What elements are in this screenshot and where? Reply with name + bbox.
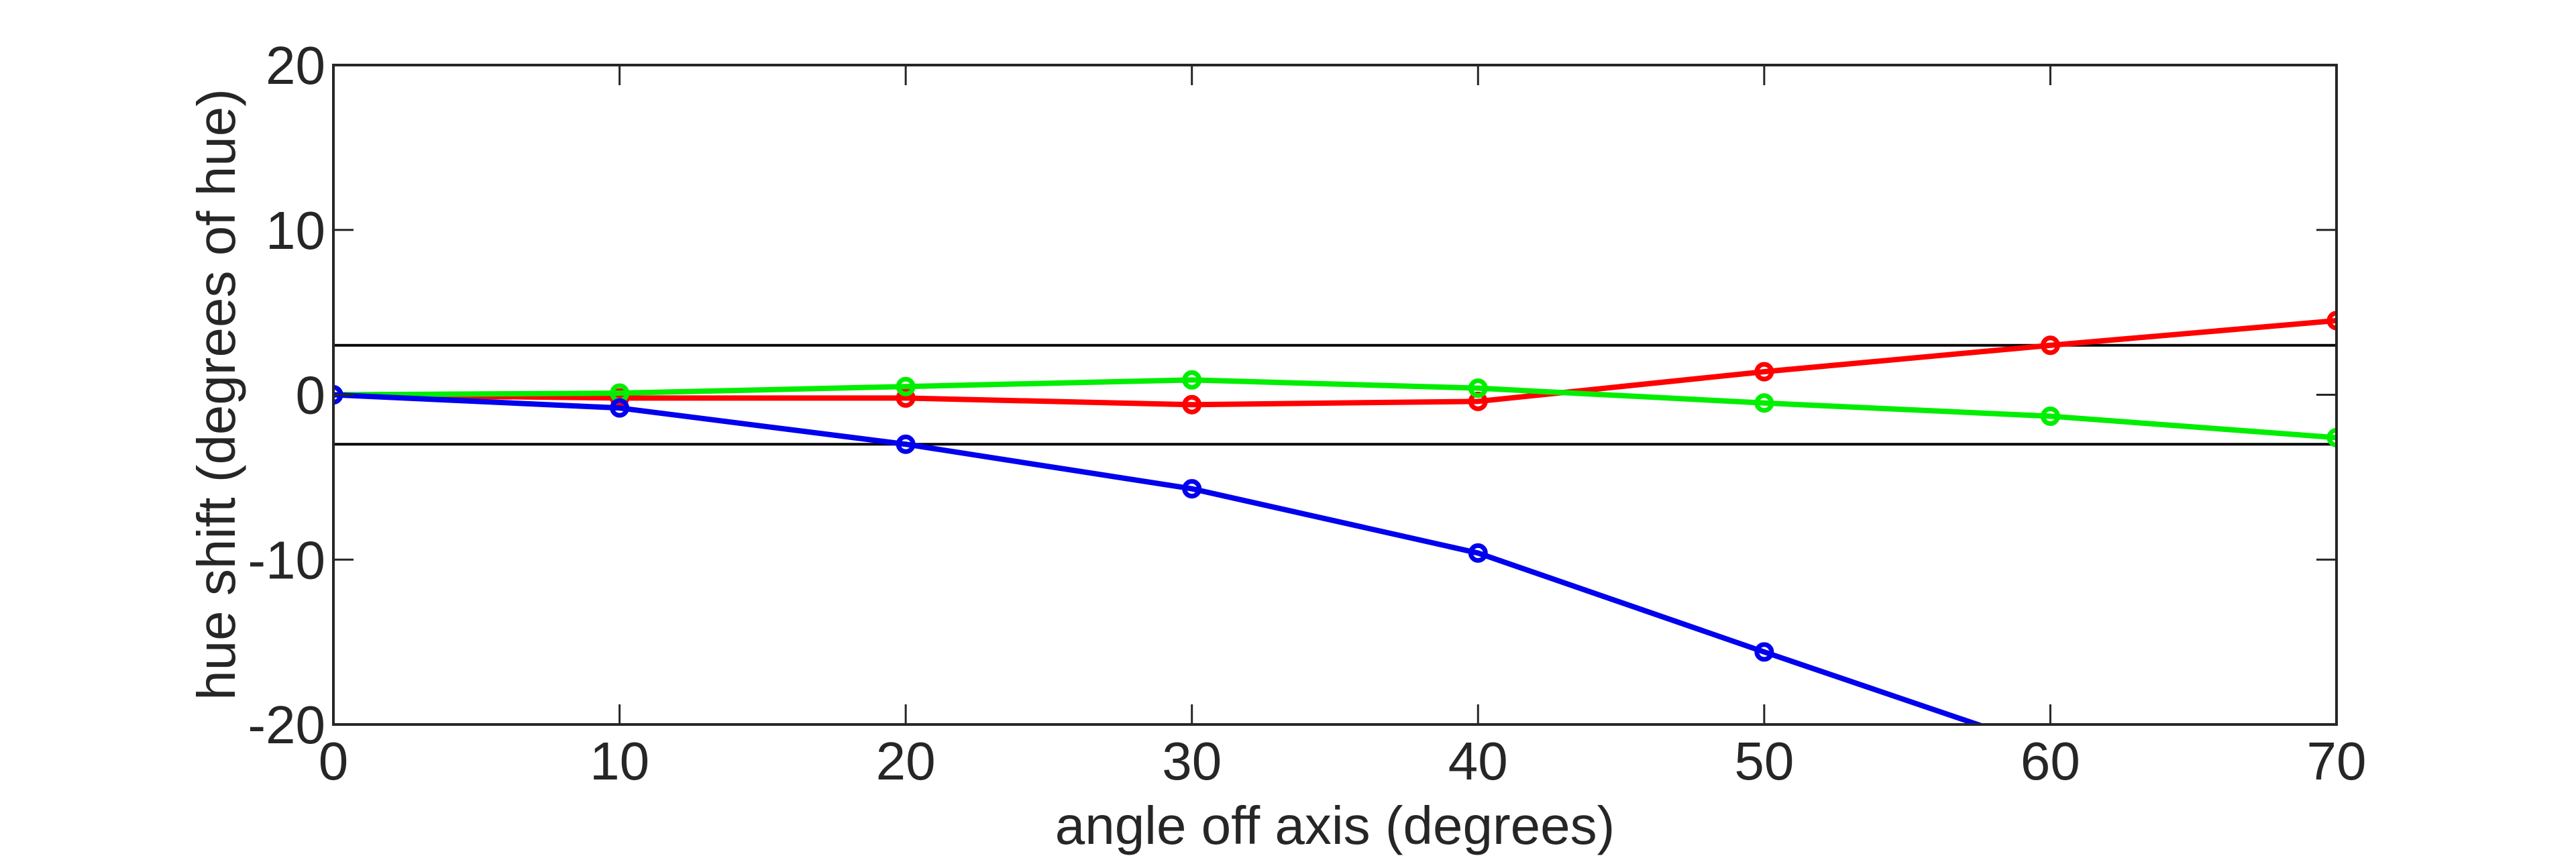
x-tick-label: 20	[876, 731, 936, 791]
axes: 0 10 20 30 40 50 60 70 20 10 0 -10 -20	[248, 36, 2366, 791]
series-3-line	[333, 392, 1986, 724]
x-tick-label: 10	[590, 731, 649, 791]
series-2-point	[2040, 406, 2060, 426]
y-tick-label: 10	[266, 201, 325, 260]
series-3-point	[896, 434, 916, 454]
y-tick-label: 0	[296, 366, 326, 425]
series-2-point	[896, 376, 916, 396]
series-3-point	[1182, 479, 1202, 499]
series-1-point	[2326, 311, 2337, 331]
x-tick-label: 0	[319, 731, 349, 791]
x-tick-label: 70	[2307, 731, 2367, 791]
series-3-point	[610, 398, 630, 418]
x-tick-label: 50	[1734, 731, 1794, 791]
series-1-point	[2040, 335, 2060, 356]
series-1-point	[896, 388, 916, 408]
x-tick-label: 40	[1448, 731, 1508, 791]
x-tick-label: 60	[2021, 731, 2080, 791]
series-2-point	[2326, 427, 2337, 447]
series-3-point	[1468, 543, 1488, 563]
y-tick-label: -10	[248, 530, 325, 590]
series-group	[333, 311, 2337, 724]
series-1-point	[1754, 362, 1774, 382]
x-tick-label: 30	[1162, 731, 1222, 791]
series-2-point	[1468, 378, 1488, 398]
y-tick-label: -20	[248, 695, 325, 755]
series-2-line	[333, 377, 2337, 441]
x-axis-title: angle off axis (degrees)	[1055, 796, 1615, 855]
series-2-point	[1754, 393, 1774, 413]
series-1-line	[333, 317, 2337, 408]
series-2-point	[1182, 370, 1202, 390]
series-3-point	[1754, 642, 1774, 662]
series-1-point	[1182, 394, 1202, 415]
y-tick-label: 20	[266, 36, 325, 95]
y-axis-title: hue shift (degrees of hue)	[186, 89, 246, 700]
plot-area	[333, 311, 2337, 724]
